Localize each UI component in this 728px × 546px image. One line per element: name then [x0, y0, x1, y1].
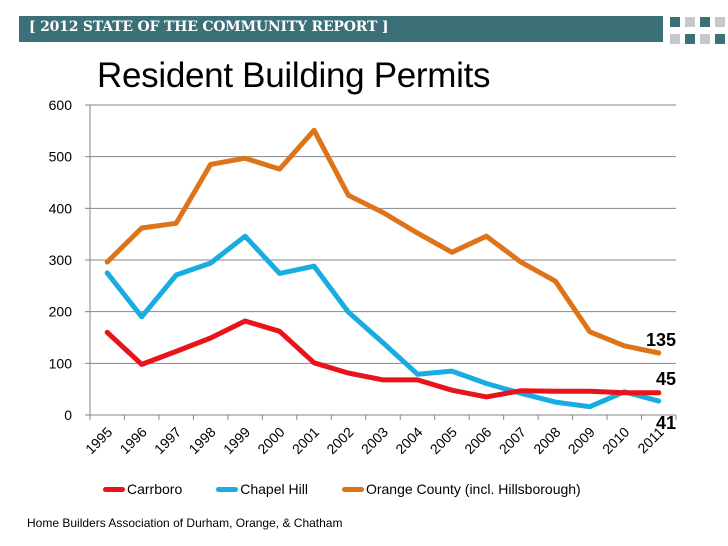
legend-item-chapel-hill: Chapel Hill	[216, 481, 308, 497]
decorative-square	[685, 17, 695, 27]
x-tick-label: 1996	[116, 424, 149, 457]
y-tick-label: 600	[49, 97, 73, 113]
end-value-label: 41	[656, 413, 676, 433]
x-tick-label: 1998	[185, 424, 218, 457]
y-tick-label: 300	[49, 252, 73, 268]
legend-swatch	[103, 486, 125, 492]
legend-item-carrboro: Carrboro	[103, 481, 182, 497]
x-tick-label: 1997	[151, 424, 184, 457]
decorative-square	[670, 34, 680, 44]
decorative-square	[670, 17, 680, 27]
x-tick-label: 2010	[599, 424, 632, 457]
end-labels: 135 45 41	[646, 330, 676, 433]
x-tick-label: 1995	[82, 424, 115, 457]
legend-label: Chapel Hill	[240, 481, 308, 497]
report-header-title: [ 2012 STATE OF THE COMMUNITY REPORT ]	[29, 19, 389, 35]
x-tick-label: 2001	[289, 424, 322, 457]
y-tick-label: 200	[49, 304, 73, 320]
y-tick-label: 500	[49, 149, 73, 165]
legend-swatch	[216, 486, 239, 492]
y-tick-label: 0	[64, 407, 72, 423]
x-tick-label: 2005	[427, 424, 460, 457]
legend-swatch	[341, 486, 364, 492]
x-tick-labels: 1995 1996 1997 1998 1999 2000 2001 2002 2003 2004…	[82, 424, 667, 457]
gridlines	[90, 104, 676, 364]
chart-title: Resident Building Permits	[97, 56, 491, 95]
x-tick-label: 2003	[358, 424, 391, 457]
x-tick-label: 2002	[323, 424, 356, 457]
source-note: Home Builders Association of Durham, Ora…	[27, 516, 343, 530]
end-value-label: 45	[656, 369, 676, 389]
report-header-bar: [ 2012 STATE OF THE COMMUNITY REPORT ]	[19, 16, 663, 42]
x-tick-label: 1999	[220, 424, 253, 457]
end-value-label: 135	[646, 330, 676, 350]
legend: Carrboro Chapel Hill Orange County (incl…	[103, 481, 615, 497]
legend-item-orange-county: Orange County (incl. Hillsborough)	[341, 481, 581, 497]
decorative-square	[700, 17, 710, 27]
x-tick-label: 2008	[530, 424, 563, 457]
legend-label: Orange County (incl. Hillsborough)	[365, 481, 581, 497]
decorative-square	[715, 34, 725, 44]
decorative-square	[700, 34, 710, 44]
x-tick-label: 2009	[565, 424, 598, 457]
decorative-squares-icon	[670, 17, 728, 47]
decorative-square	[685, 34, 695, 44]
decorative-square	[715, 17, 725, 27]
axes	[85, 104, 677, 420]
series-line-orange-county-incl-hillsborough	[104, 127, 662, 356]
legend-label: Carrboro	[127, 481, 183, 497]
x-tick-label: 2004	[392, 424, 425, 457]
x-tick-label: 2007	[496, 424, 529, 457]
series-line-chapel-hill	[104, 233, 662, 410]
y-tick-label: 400	[49, 200, 73, 216]
y-tick-labels: 0 100 200 300 400 500 600	[49, 97, 73, 423]
series-line-carrboro	[104, 318, 662, 400]
x-tick-label: 2000	[254, 424, 287, 457]
y-tick-label: 100	[49, 355, 73, 371]
series-lines	[104, 127, 662, 410]
x-tick-label: 2006	[461, 424, 494, 457]
